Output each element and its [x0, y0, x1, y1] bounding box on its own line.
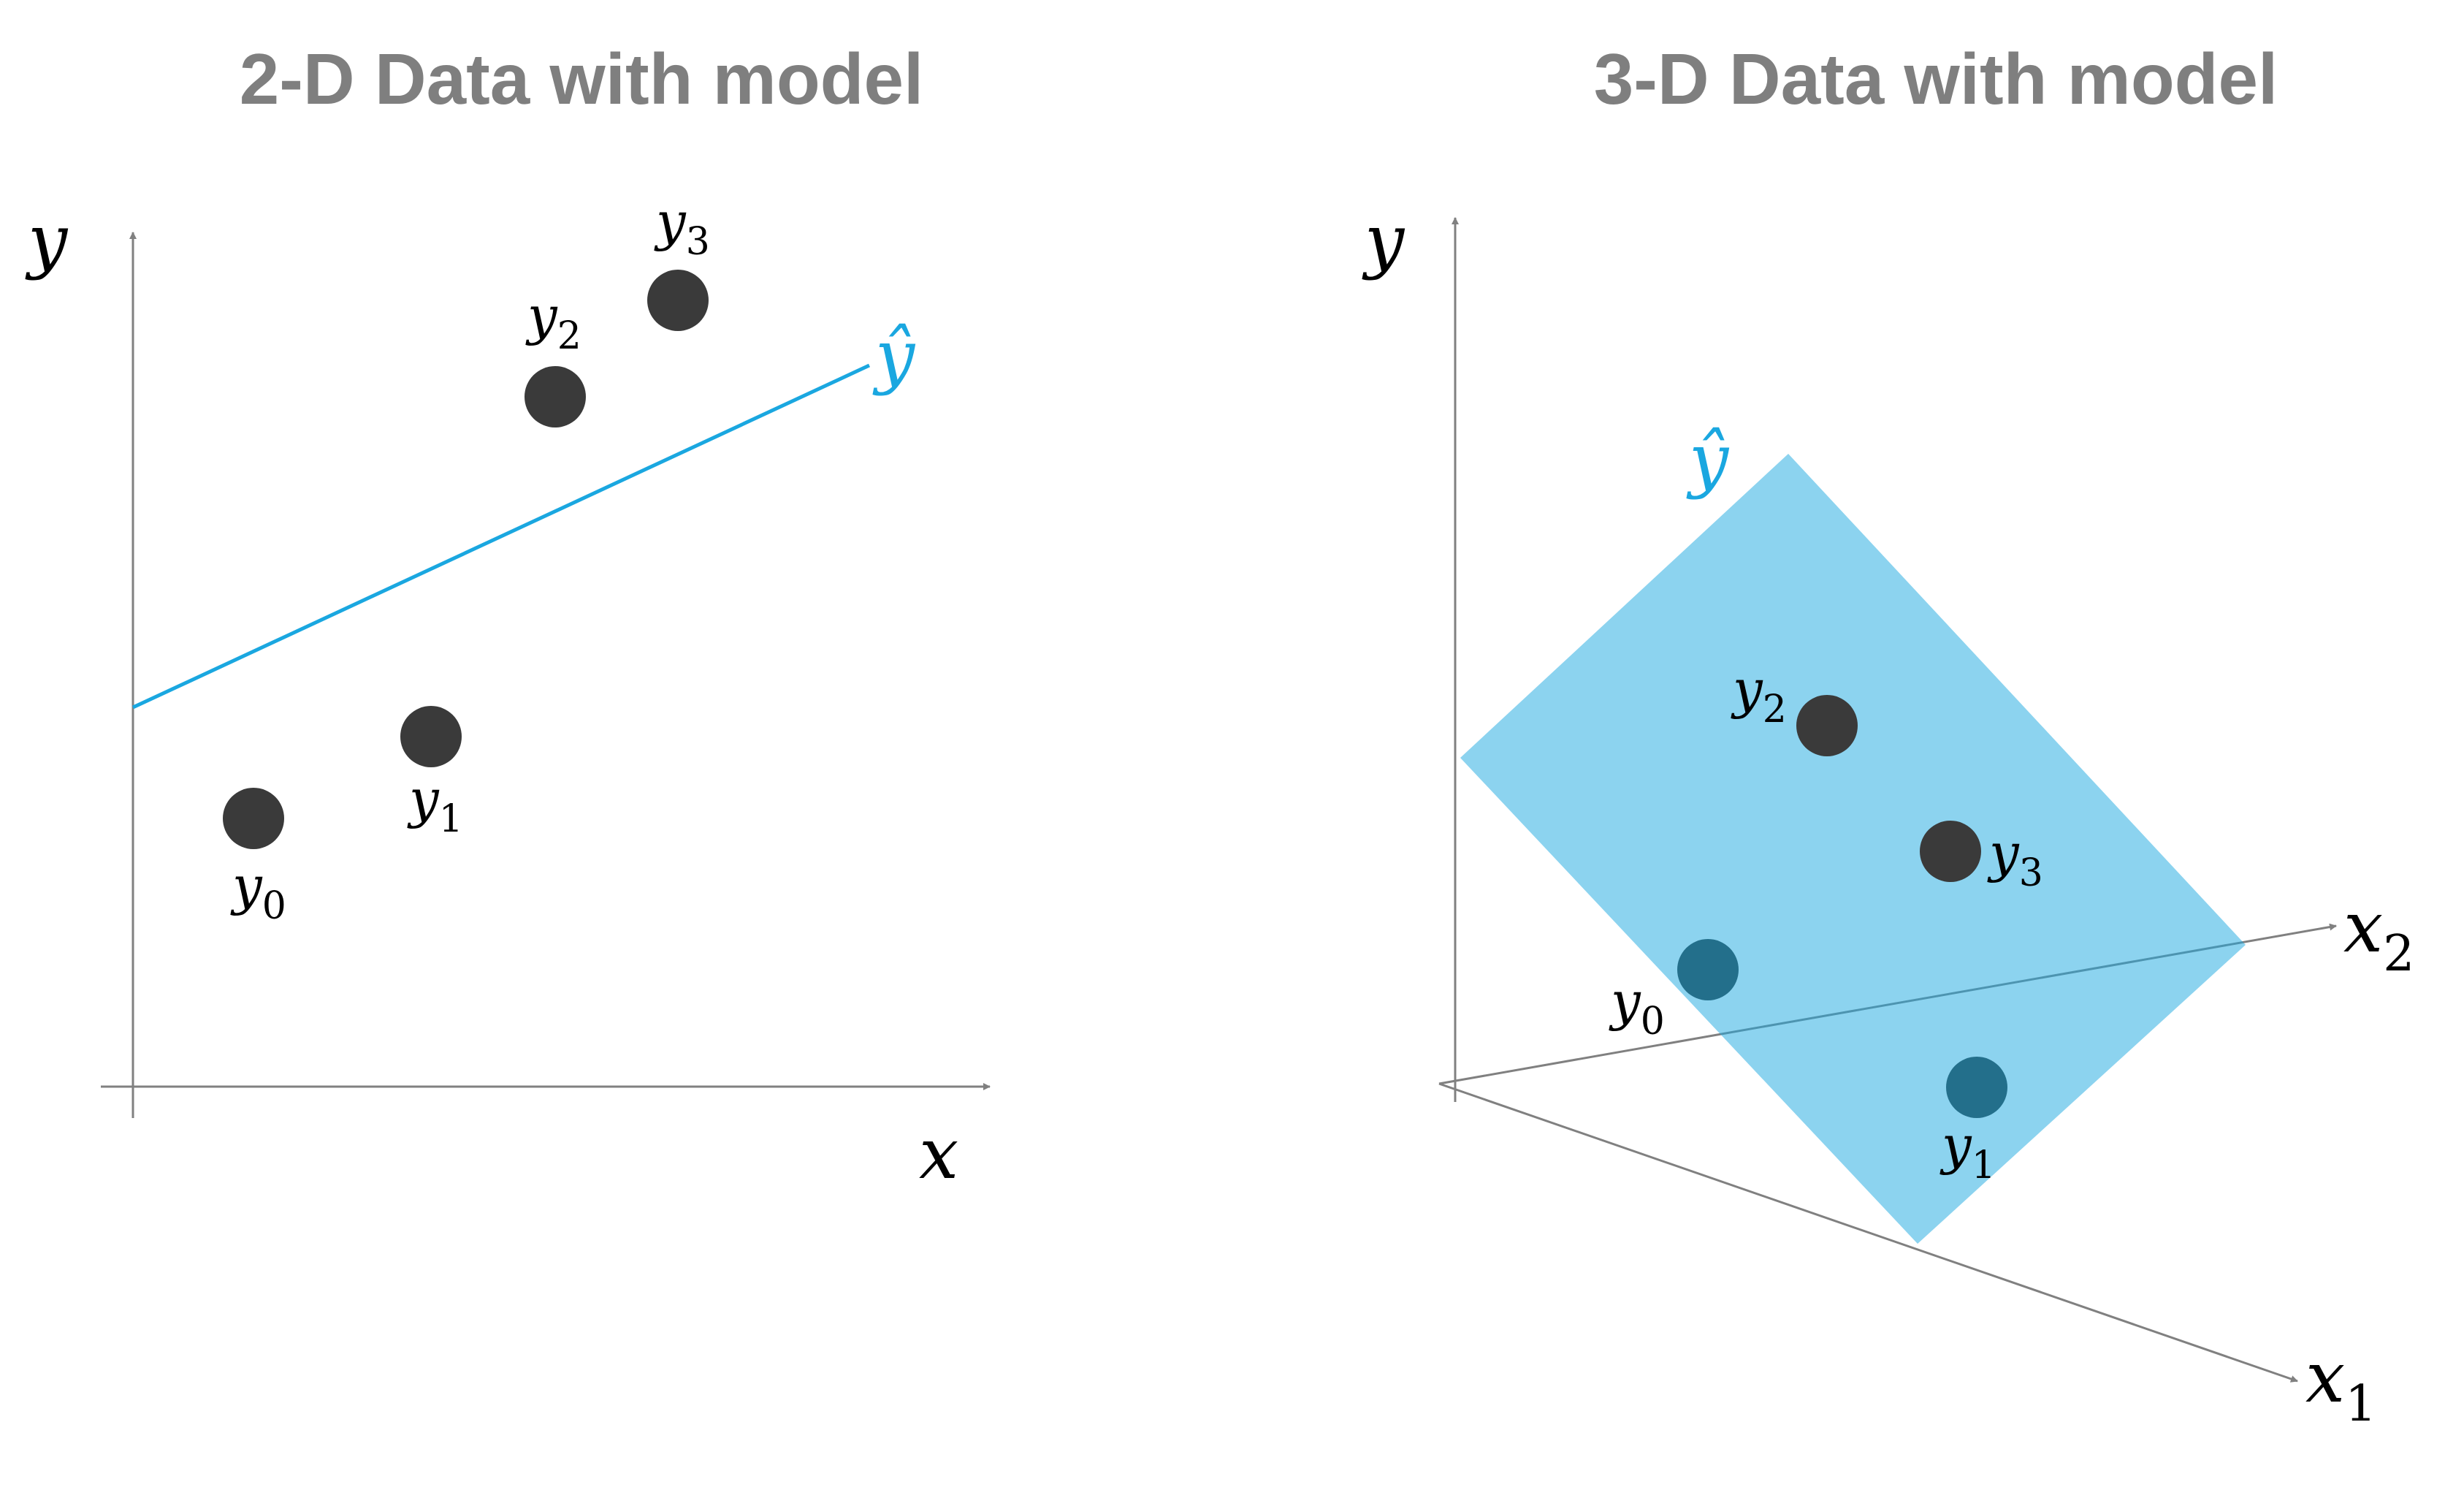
left-point-y3: [647, 270, 709, 331]
left-label-y1: y1: [407, 768, 463, 841]
right-point-y1: [1946, 1057, 2007, 1118]
right-label-y0: y0: [1609, 970, 1665, 1044]
left-panel-title: 2-D Data with model: [240, 39, 924, 119]
left-label-y0: y0: [230, 855, 286, 928]
right-model-plane: [1460, 454, 2246, 1244]
right-x1-axis-label: x1: [2305, 1337, 2376, 1433]
right-label-y2: y2: [1731, 658, 1787, 731]
left-label-y2: y2: [525, 285, 581, 358]
left-y-axis-label: y: [25, 199, 69, 281]
right-model-label: ŷ: [1686, 419, 1730, 501]
left-label-y3: y3: [654, 191, 710, 264]
right-x1-axis: [1438, 1082, 2298, 1383]
left-point-y1: [400, 706, 462, 767]
right-y-axis-label: y: [1362, 199, 1405, 281]
right-point-y0: [1677, 939, 1739, 1000]
left-x-axis-label: x: [919, 1113, 958, 1195]
left-point-y0: [223, 788, 284, 849]
right-label-y3: y3: [1987, 822, 2043, 895]
left-panel: 2-D Data with model y x ŷ y0 y1 y2 y3: [25, 39, 991, 1195]
left-model-line: [131, 363, 871, 710]
right-x2-axis-label: x2: [2343, 886, 2414, 983]
right-point-y2: [1796, 695, 1858, 756]
left-model-label: ŷ: [872, 315, 916, 397]
right-point-y3: [1920, 821, 1981, 882]
right-panel: 3-D Data with model ŷ y x2 x1 y0 y1 y2 y…: [1362, 39, 2414, 1433]
right-panel-title: 3-D Data with model: [1594, 39, 2278, 119]
right-label-y1: y1: [1939, 1114, 1996, 1187]
left-point-y2: [525, 366, 586, 427]
